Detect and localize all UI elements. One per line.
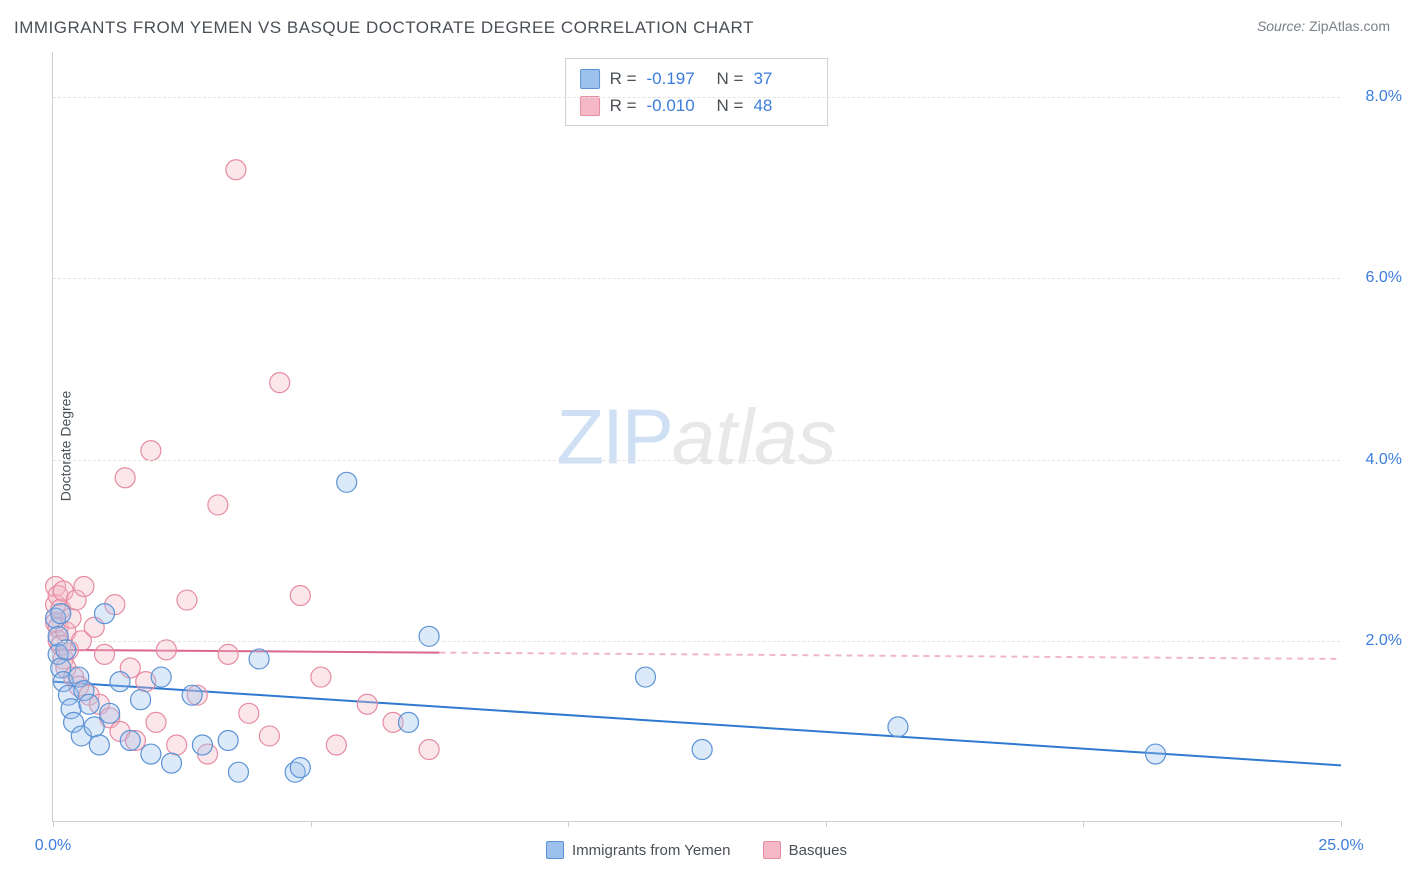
data-point	[259, 726, 279, 746]
data-point	[161, 753, 181, 773]
data-point	[270, 373, 290, 393]
legend-swatch-series-2	[763, 841, 781, 859]
data-point	[290, 758, 310, 778]
r-label: R =	[610, 65, 637, 92]
n-label: N =	[717, 65, 744, 92]
data-point	[51, 604, 71, 624]
data-point	[398, 712, 418, 732]
legend-label-series-2: Basques	[789, 842, 847, 859]
x-tick	[1341, 821, 1342, 827]
data-point	[192, 735, 212, 755]
data-point	[167, 735, 187, 755]
y-tick-label: 2.0%	[1348, 632, 1402, 650]
n-value-series-1: 37	[753, 65, 813, 92]
x-tick	[1083, 821, 1084, 827]
r-label: R =	[610, 92, 637, 119]
data-point	[419, 626, 439, 646]
legend-item-series-1: Immigrants from Yemen	[546, 841, 730, 859]
legend-swatch-series-1	[546, 841, 564, 859]
data-point	[100, 703, 120, 723]
legend-item-series-2: Basques	[763, 841, 847, 859]
data-point	[177, 590, 197, 610]
data-point	[326, 735, 346, 755]
r-value-series-1: -0.197	[647, 65, 707, 92]
correlation-stats-box: R = -0.197 N = 37 R = -0.010 N = 48	[565, 58, 829, 126]
n-value-series-2: 48	[753, 92, 813, 119]
data-point	[89, 735, 109, 755]
y-tick-label: 6.0%	[1348, 269, 1402, 287]
data-point	[141, 441, 161, 461]
data-point	[120, 730, 140, 750]
chart-container: IMMIGRANTS FROM YEMEN VS BASQUE DOCTORAT…	[0, 0, 1406, 892]
data-point	[226, 160, 246, 180]
data-point	[79, 694, 99, 714]
gridline-h	[53, 97, 1340, 98]
data-point	[692, 740, 712, 760]
data-point	[239, 703, 259, 723]
data-point	[311, 667, 331, 687]
data-point	[151, 667, 171, 687]
data-point	[208, 495, 228, 515]
data-point	[635, 667, 655, 687]
bottom-legend: Immigrants from Yemen Basques	[53, 841, 1340, 863]
y-tick-label: 4.0%	[1348, 451, 1402, 469]
data-point	[218, 644, 238, 664]
data-point	[156, 640, 176, 660]
data-point	[337, 472, 357, 492]
data-point	[419, 740, 439, 760]
data-point	[228, 762, 248, 782]
data-point	[95, 604, 115, 624]
data-point	[888, 717, 908, 737]
data-point	[290, 586, 310, 606]
stats-row-series-2: R = -0.010 N = 48	[580, 92, 814, 119]
legend-label-series-1: Immigrants from Yemen	[572, 842, 730, 859]
data-point	[110, 672, 130, 692]
data-point	[146, 712, 166, 732]
data-point	[84, 717, 104, 737]
gridline-h	[53, 641, 1340, 642]
gridline-h	[53, 460, 1340, 461]
chart-svg	[53, 52, 1340, 821]
data-point	[131, 690, 151, 710]
n-label: N =	[717, 92, 744, 119]
x-tick	[53, 821, 54, 827]
x-tick	[826, 821, 827, 827]
source-attribution: Source: ZipAtlas.com	[1257, 18, 1390, 34]
x-tick	[311, 821, 312, 827]
data-point	[74, 576, 94, 596]
data-point	[56, 640, 76, 660]
x-tick-label: 25.0%	[1318, 837, 1363, 855]
chart-title: IMMIGRANTS FROM YEMEN VS BASQUE DOCTORAT…	[14, 18, 754, 38]
swatch-series-1	[580, 69, 600, 89]
data-point	[218, 730, 238, 750]
x-tick-label: 0.0%	[35, 837, 71, 855]
data-point	[182, 685, 202, 705]
trend-line	[439, 653, 1341, 659]
source-name: ZipAtlas.com	[1309, 18, 1390, 34]
x-tick	[568, 821, 569, 827]
data-point	[95, 644, 115, 664]
gridline-h	[53, 278, 1340, 279]
source-label: Source:	[1257, 18, 1305, 34]
data-point	[357, 694, 377, 714]
data-point	[1146, 744, 1166, 764]
plot-area: ZIPatlas R = -0.197 N = 37 R = -0.010 N …	[52, 52, 1340, 822]
stats-row-series-1: R = -0.197 N = 37	[580, 65, 814, 92]
data-point	[115, 468, 135, 488]
data-point	[141, 744, 161, 764]
swatch-series-2	[580, 96, 600, 116]
y-tick-label: 8.0%	[1348, 88, 1402, 106]
data-point	[249, 649, 269, 669]
r-value-series-2: -0.010	[647, 92, 707, 119]
